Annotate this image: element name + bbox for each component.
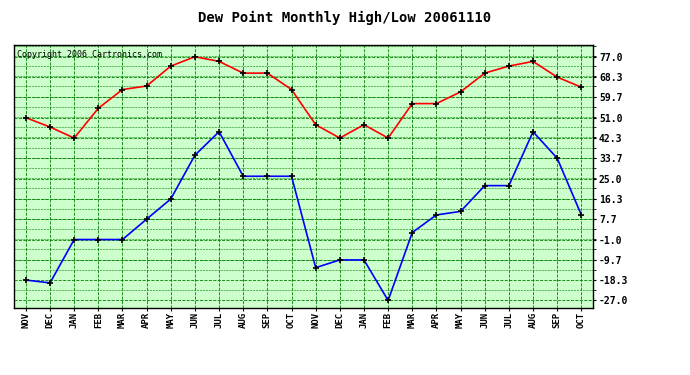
Text: Copyright 2006 Cartronics.com: Copyright 2006 Cartronics.com [17,50,161,59]
Text: Dew Point Monthly High/Low 20061110: Dew Point Monthly High/Low 20061110 [199,11,491,26]
